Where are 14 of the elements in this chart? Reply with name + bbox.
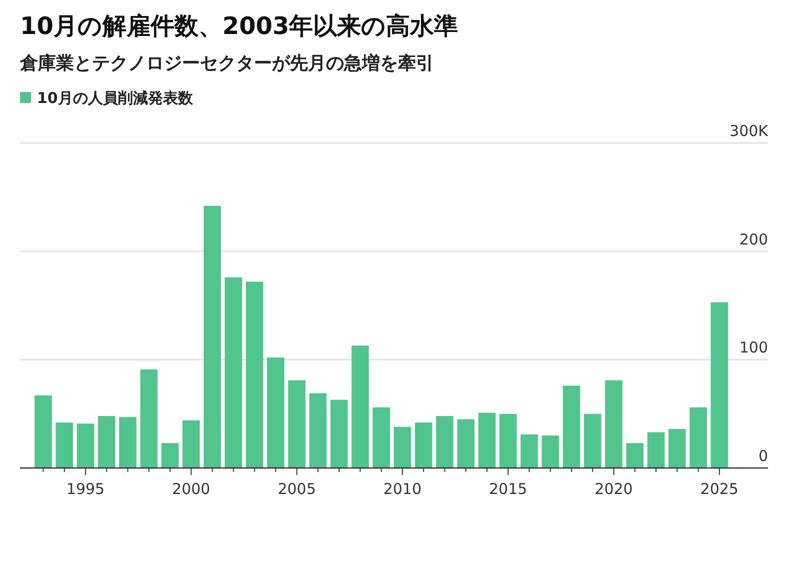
x-tick-label: 2020	[594, 480, 633, 498]
x-tick-label: 1995	[66, 480, 105, 498]
legend-label: 10月の人員削減発表数	[37, 89, 194, 107]
chart-subtitle: 倉庫業とテクノロジーセクターが先月の急増を牽引	[19, 52, 434, 74]
y-tick-label: 0	[758, 447, 768, 465]
y-tick-label: 300K	[730, 122, 770, 140]
x-tick-label: 2005	[278, 480, 316, 498]
y-tick-label: 100	[739, 338, 768, 357]
x-tick-label: 2015	[489, 480, 528, 498]
x-tick-label: 2010	[383, 480, 422, 498]
x-tick-label: 2025	[700, 480, 738, 498]
x-tick-label: 2000	[172, 480, 210, 498]
chart-title: 10月の解雇件数、2003年以来の高水準	[20, 12, 458, 40]
y-tick-label: 200	[739, 230, 768, 248]
